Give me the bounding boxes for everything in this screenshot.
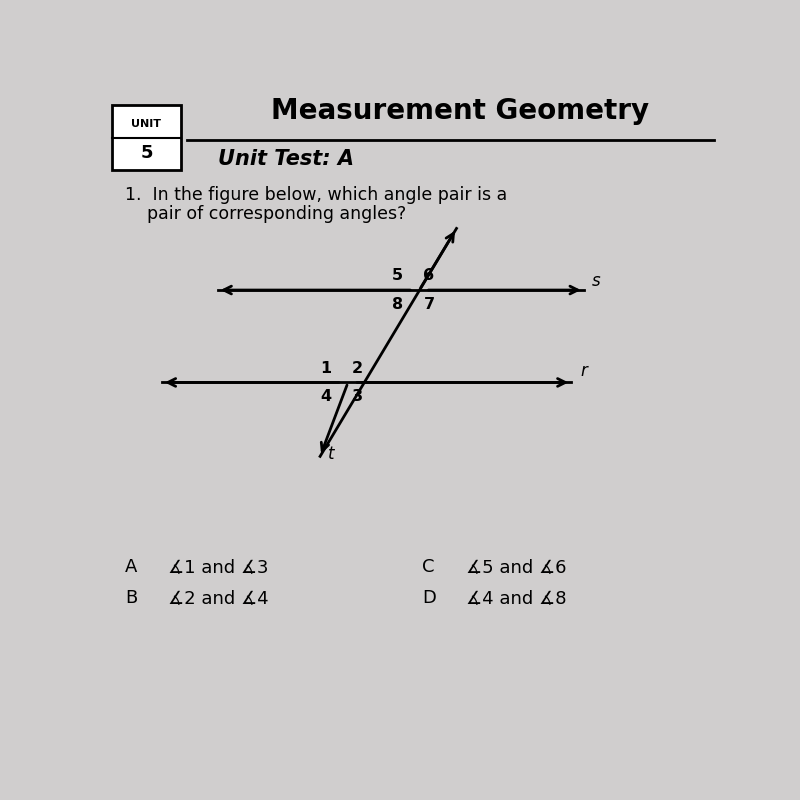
Text: t: t: [328, 445, 334, 462]
Text: C: C: [422, 558, 435, 576]
Text: D: D: [422, 589, 436, 607]
Text: 4: 4: [321, 390, 332, 404]
Text: B: B: [125, 589, 137, 607]
Text: 1: 1: [321, 361, 332, 376]
Bar: [112, 106, 181, 170]
Text: 1.  In the figure below, which angle pair is a: 1. In the figure below, which angle pair…: [125, 186, 507, 203]
Text: 8: 8: [392, 297, 403, 312]
Text: Measurement Geometry: Measurement Geometry: [270, 98, 649, 126]
Text: 5: 5: [392, 268, 403, 283]
Text: ∡4 and ∡8: ∡4 and ∡8: [466, 589, 566, 607]
Text: s: s: [592, 272, 600, 290]
Text: r: r: [581, 362, 587, 380]
Text: Unit Test: A: Unit Test: A: [218, 149, 354, 169]
Text: ∡2 and ∡4: ∡2 and ∡4: [168, 589, 269, 607]
Text: UNIT: UNIT: [131, 118, 162, 129]
Text: A: A: [125, 558, 137, 576]
Text: 2: 2: [352, 361, 363, 376]
Text: 5: 5: [140, 144, 153, 162]
Text: pair of corresponding angles?: pair of corresponding angles?: [125, 206, 406, 223]
Text: ∡5 and ∡6: ∡5 and ∡6: [466, 558, 566, 576]
Text: 6: 6: [423, 268, 434, 283]
Text: ∡1 and ∡3: ∡1 and ∡3: [168, 558, 269, 576]
Text: 7: 7: [423, 297, 434, 312]
Text: 3: 3: [352, 390, 363, 404]
